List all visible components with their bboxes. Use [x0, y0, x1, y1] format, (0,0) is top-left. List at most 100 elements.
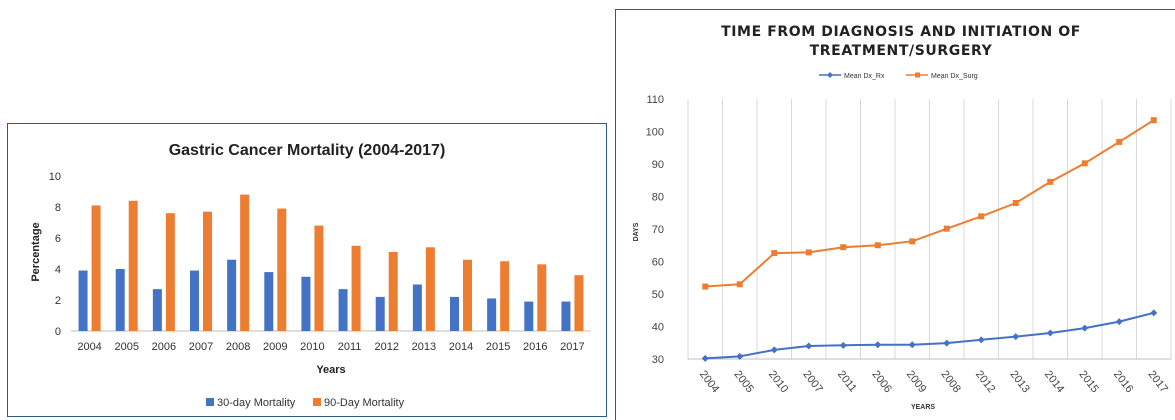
- x-tick-label: 2011: [835, 368, 859, 394]
- data-point: [977, 336, 985, 344]
- x-tick-label: 2012: [973, 368, 998, 395]
- bar-series-1: [78, 270, 88, 331]
- x-tick-label: 2006: [869, 368, 894, 395]
- bar-series-2: [463, 259, 472, 331]
- x-tick-label: 2015: [1076, 368, 1101, 395]
- data-point: [1081, 324, 1089, 332]
- bar-series-1: [115, 269, 125, 331]
- y-tick-label: 10: [49, 171, 61, 183]
- bar-series-1: [375, 296, 385, 331]
- bar-series-2: [203, 211, 212, 331]
- data-point: [736, 281, 743, 288]
- data-point: [839, 341, 847, 349]
- bar-series-2: [537, 264, 547, 331]
- data-point: [1116, 138, 1123, 145]
- series-line-1: [705, 311, 1155, 360]
- bar-series-1: [450, 296, 459, 331]
- data-point: [943, 339, 951, 347]
- legend-marker: [915, 72, 920, 78]
- x-axis-label: YEARS: [911, 404, 935, 411]
- y-axis-label: Percentage: [30, 222, 42, 281]
- legend-swatch: [206, 398, 214, 406]
- bar-series-1: [338, 289, 348, 331]
- bar-series-2: [240, 194, 250, 331]
- x-tick-label: 2010: [300, 341, 324, 353]
- bar-series-2: [277, 208, 287, 331]
- mortality-chart-panel: Gastric Cancer Mortality (2004-2017) Per…: [7, 123, 607, 417]
- data-point: [874, 242, 881, 249]
- data-point: [1012, 333, 1020, 341]
- bar-series-1: [152, 289, 162, 331]
- data-point: [1046, 329, 1054, 337]
- bar-series-2: [388, 251, 398, 331]
- x-tick-label: 2004: [697, 368, 722, 395]
- y-tick-label: 90: [652, 159, 664, 171]
- series-line-2: [705, 119, 1155, 288]
- data-point: [978, 213, 985, 220]
- data-point: [771, 250, 778, 257]
- bar-series-1: [227, 259, 237, 331]
- data-point: [908, 341, 916, 349]
- treatment-time-chart-panel: TIME FROM DIAGNOSIS AND INITIATION OF TR…: [615, 9, 1175, 420]
- x-tick-label: 2016: [1111, 368, 1136, 395]
- x-axis-label: Years: [316, 364, 345, 376]
- legend-marker: [827, 72, 833, 78]
- x-tick-label: 2014: [1042, 368, 1067, 395]
- legend-label: Mean Dx_Surg: [931, 73, 978, 80]
- legend-label: Mean Dx_Rx: [844, 73, 885, 80]
- y-tick-label: 70: [652, 224, 664, 236]
- bar-series-2: [314, 225, 324, 331]
- x-tick-label: 2009: [263, 341, 287, 353]
- x-tick-label: 2014: [449, 341, 473, 353]
- mortality-chart: Gastric Cancer Mortality (2004-2017) Per…: [30, 142, 591, 409]
- x-tick-label: 2012: [374, 341, 398, 353]
- bar-series-2: [128, 200, 138, 331]
- bar-series-1: [487, 298, 497, 331]
- chart-title-line-1: TIME FROM DIAGNOSIS AND INITIATION OF: [721, 24, 1081, 40]
- y-tick-label: 30: [652, 354, 664, 366]
- legend-swatch: [313, 398, 321, 406]
- bar-series-2: [500, 261, 510, 331]
- data-point: [770, 346, 778, 354]
- data-point: [874, 341, 882, 349]
- legend-label: 30-day Mortality: [217, 397, 296, 409]
- bar-series-1: [412, 284, 422, 331]
- data-point: [805, 342, 813, 350]
- bar-series-2: [351, 245, 361, 331]
- bar-series-2: [91, 205, 101, 331]
- y-tick-label: 2: [55, 295, 61, 307]
- y-tick-label: 100: [646, 127, 664, 139]
- x-tick-label: 2017: [560, 341, 584, 353]
- bar-series-1: [301, 276, 311, 331]
- x-tick-label: 2011: [338, 341, 362, 353]
- x-tick-label: 2010: [766, 368, 791, 395]
- x-tick-label: 2009: [904, 368, 929, 395]
- bar-series-2: [425, 247, 435, 331]
- bar-series-1: [264, 272, 274, 331]
- data-point: [943, 225, 950, 232]
- y-tick-label: 80: [652, 192, 664, 204]
- x-tick-label: 2008: [226, 341, 250, 353]
- chart-title: Gastric Cancer Mortality (2004-2017): [169, 142, 446, 159]
- x-tick-label: 2004: [77, 341, 101, 353]
- data-point: [1047, 178, 1054, 185]
- x-tick-label: 2013: [412, 341, 436, 353]
- bar-series-1: [524, 301, 534, 331]
- x-tick-label: 2005: [731, 368, 756, 395]
- y-axis-label: DAYS: [633, 222, 640, 241]
- y-tick-label: 6: [55, 233, 61, 245]
- bar-series-1: [561, 301, 571, 331]
- y-tick-label: 4: [55, 264, 61, 276]
- data-point: [909, 238, 916, 245]
- x-tick-label: 2006: [152, 341, 176, 353]
- y-tick-label: 60: [652, 257, 664, 269]
- data-point: [1081, 160, 1088, 167]
- x-tick-label: 2015: [486, 341, 510, 353]
- bar-series-2: [574, 275, 584, 331]
- x-tick-label: 2013: [1007, 368, 1032, 395]
- treatment-time-chart: TIME FROM DIAGNOSIS AND INITIATION OF TR…: [633, 24, 1172, 411]
- y-tick-label: 0: [55, 326, 61, 338]
- data-point: [701, 354, 709, 362]
- x-tick-label: 2007: [800, 368, 825, 395]
- x-tick-label: 2005: [114, 341, 138, 353]
